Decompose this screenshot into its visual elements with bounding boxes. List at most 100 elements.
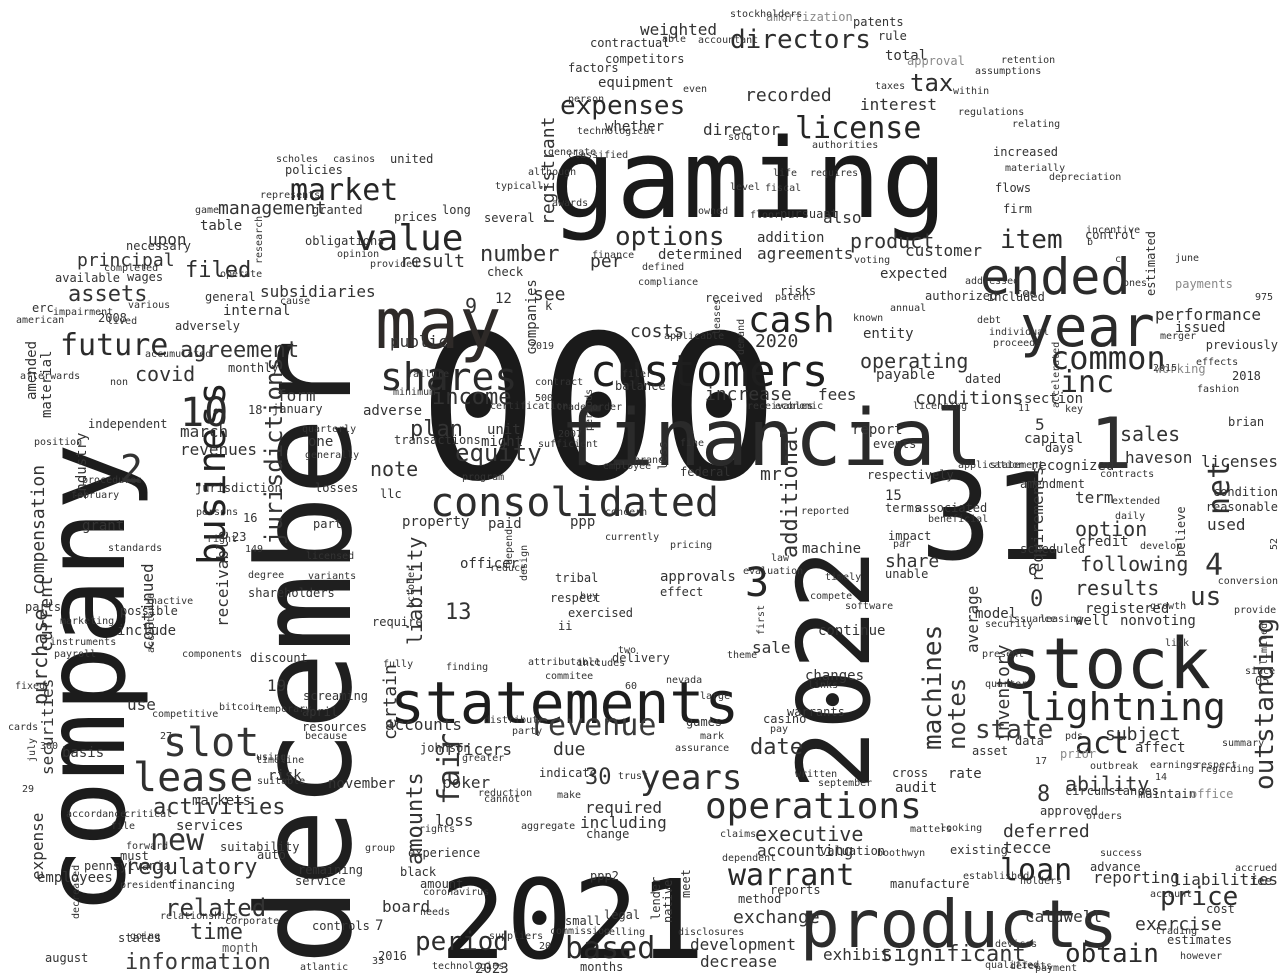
- word-285: material: [39, 350, 55, 418]
- word-328: delivery: [612, 651, 670, 666]
- word-484: make: [557, 790, 582, 801]
- word-185: 7: [375, 917, 384, 934]
- word-474: relationships: [160, 911, 239, 922]
- word-5: 2021: [440, 856, 705, 977]
- word-442: failure: [407, 369, 450, 380]
- word-520: materially: [1005, 163, 1066, 174]
- word-231: terms: [885, 501, 922, 516]
- word-395: asset: [972, 744, 1009, 759]
- word-318: method: [738, 892, 782, 907]
- word-296: ii: [558, 619, 573, 634]
- word-72: ability: [1065, 772, 1150, 796]
- word-263: contractual: [590, 36, 670, 51]
- word-364: owned: [698, 206, 729, 217]
- word-18: lightning: [1020, 684, 1226, 729]
- word-312: suitability: [220, 840, 300, 855]
- word-411: matters: [910, 824, 953, 835]
- word-26: years: [640, 757, 743, 798]
- word-22: value: [355, 218, 464, 260]
- word-321: meet: [679, 869, 693, 898]
- word-313: auto: [257, 848, 286, 863]
- word-341: generally: [305, 450, 360, 461]
- word-124: board: [382, 897, 431, 917]
- word-346: procedures: [82, 475, 143, 486]
- word-536: commitee: [545, 671, 594, 682]
- word-389: issuance: [1008, 614, 1057, 625]
- word-368: demand: [736, 318, 747, 355]
- word-438: certification: [490, 401, 569, 412]
- word-235: reports: [770, 883, 821, 898]
- word-13: ended: [980, 248, 1131, 306]
- word-413: claims: [720, 829, 757, 840]
- word-320: lender: [649, 876, 663, 920]
- word-262: approval: [907, 54, 965, 69]
- word-38: item: [1000, 225, 1063, 256]
- word-206: ppp: [570, 513, 596, 530]
- word-246: cross: [892, 766, 929, 781]
- word-243: reasonable: [1205, 500, 1278, 515]
- word-83: exchange: [733, 906, 820, 928]
- word-499: effects: [1196, 357, 1239, 368]
- word-292: 2019: [530, 341, 555, 352]
- word-421: timely: [825, 572, 862, 583]
- word-295: exercised: [568, 606, 634, 621]
- word-545: assumptions: [975, 66, 1042, 77]
- word-21: slot: [163, 720, 260, 766]
- word-15: customers: [590, 345, 829, 397]
- word-180: 30: [585, 765, 612, 791]
- word-279: necessary: [126, 239, 192, 254]
- word-446: lived: [107, 316, 138, 327]
- word-174: nonvoting: [1120, 612, 1196, 629]
- word-468: accordance: [66, 809, 127, 820]
- word-250: scheduled: [1020, 542, 1086, 557]
- word-401: summary: [1222, 738, 1265, 749]
- word-154: also: [823, 208, 862, 228]
- word-237: existing: [950, 843, 1008, 858]
- word-173: well: [1075, 612, 1109, 629]
- word-102: jurisdiction: [195, 481, 282, 496]
- word-463: possible: [120, 604, 178, 619]
- word-524: requires: [810, 168, 859, 179]
- word-251: days: [1045, 441, 1074, 456]
- word-162: conditions: [915, 387, 1024, 409]
- word-408: payment: [1035, 963, 1078, 974]
- word-309: controls: [312, 919, 370, 934]
- word-145: section: [1024, 390, 1084, 407]
- word-191: experience: [408, 846, 481, 861]
- word-89: product: [850, 229, 935, 253]
- word-58: state: [975, 715, 1054, 746]
- word-0: 000: [418, 293, 780, 526]
- word-377: economic: [775, 401, 824, 412]
- word-123: exhibit: [823, 945, 891, 965]
- word-412: boothwyn: [877, 848, 926, 859]
- word-554: standards: [108, 543, 163, 554]
- word-148: recorded: [745, 84, 832, 106]
- word-547: depreciation: [1049, 172, 1122, 183]
- word-540: cards: [8, 722, 39, 733]
- word-248: associated: [915, 501, 988, 516]
- word-479: 33: [372, 956, 385, 967]
- word-417: pay: [770, 724, 789, 735]
- word-546: relating: [1012, 119, 1061, 130]
- word-475: corporate: [225, 916, 280, 927]
- word-452: cause: [280, 296, 311, 307]
- word-46: period: [415, 927, 509, 958]
- word-478: needs: [420, 907, 451, 918]
- word-27: revenue: [530, 708, 657, 743]
- word-25: license: [795, 111, 922, 146]
- word-530: fiscal: [765, 183, 802, 194]
- word-440: contract: [535, 377, 584, 388]
- word-164: report: [852, 421, 903, 438]
- word-275: brian: [1228, 415, 1265, 430]
- word-552: position: [34, 437, 83, 448]
- word-453: prices: [394, 210, 438, 225]
- word-443: minimum: [393, 387, 436, 398]
- word-350: casinos: [333, 154, 376, 165]
- word-36: directors: [730, 25, 871, 56]
- word-146: performance: [1155, 305, 1261, 325]
- word-535: nevada: [666, 675, 703, 686]
- word-509: prior: [1060, 747, 1097, 762]
- word-347: research: [254, 215, 265, 264]
- word-100: march: [180, 422, 229, 442]
- word-128: certain: [380, 664, 401, 740]
